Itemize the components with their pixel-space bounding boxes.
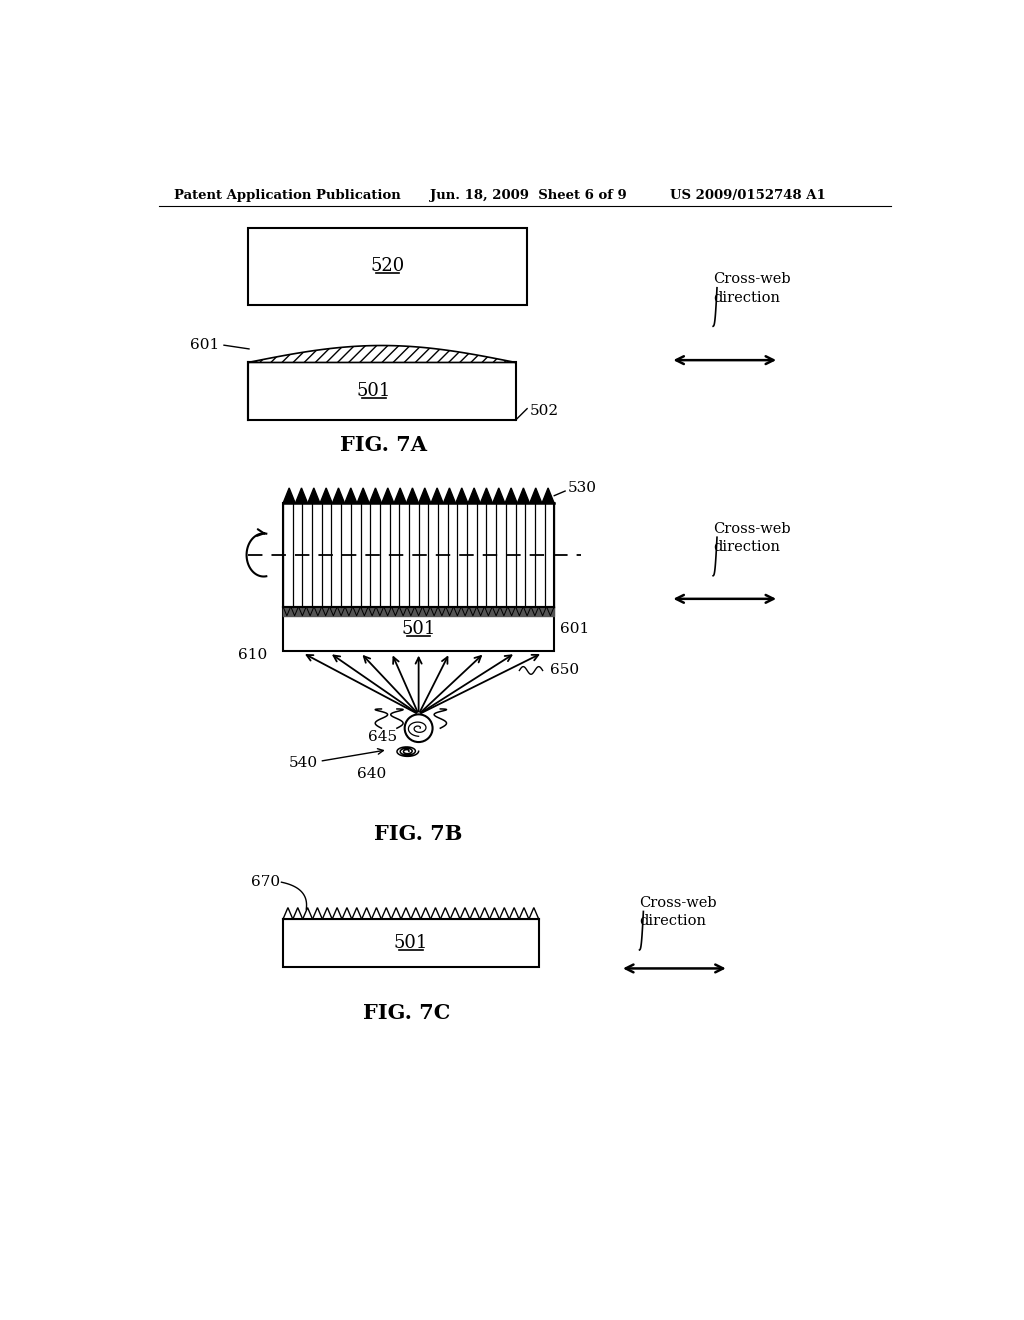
Polygon shape	[480, 488, 493, 503]
Text: 530: 530	[567, 480, 596, 495]
Text: FIG. 7A: FIG. 7A	[340, 434, 427, 455]
Polygon shape	[500, 908, 509, 919]
Polygon shape	[489, 908, 500, 919]
Polygon shape	[332, 908, 342, 919]
Bar	[248, 227, 527, 305]
Polygon shape	[407, 488, 419, 503]
Text: Cross-web
direction: Cross-web direction	[640, 896, 717, 928]
Text: US 2009/0152748 A1: US 2009/0152748 A1	[671, 189, 826, 202]
Polygon shape	[345, 488, 357, 503]
Polygon shape	[479, 908, 489, 919]
Polygon shape	[357, 488, 370, 503]
Polygon shape	[370, 488, 382, 503]
Polygon shape	[460, 908, 470, 919]
Polygon shape	[295, 488, 307, 503]
Polygon shape	[451, 908, 460, 919]
Text: FIG. 7C: FIG. 7C	[364, 1003, 451, 1023]
Polygon shape	[312, 908, 323, 919]
Polygon shape	[468, 488, 480, 503]
Polygon shape	[456, 488, 468, 503]
Text: 501: 501	[401, 620, 436, 638]
Polygon shape	[381, 908, 391, 919]
Polygon shape	[391, 908, 401, 919]
Text: 601: 601	[560, 622, 590, 636]
Polygon shape	[529, 488, 542, 503]
Polygon shape	[493, 488, 505, 503]
Text: 502: 502	[529, 404, 558, 418]
Text: 670: 670	[251, 875, 280, 890]
Text: Cross-web
direction: Cross-web direction	[713, 272, 791, 305]
Text: 520: 520	[371, 257, 404, 275]
Bar	[248, 363, 515, 420]
Polygon shape	[505, 488, 517, 503]
Bar	[283, 607, 554, 651]
Polygon shape	[517, 488, 529, 503]
Text: 610: 610	[239, 648, 267, 663]
Polygon shape	[542, 488, 554, 503]
Bar	[283, 919, 539, 966]
Text: Jun. 18, 2009  Sheet 6 of 9: Jun. 18, 2009 Sheet 6 of 9	[430, 189, 627, 202]
Polygon shape	[382, 488, 394, 503]
Text: 601: 601	[190, 338, 219, 351]
Polygon shape	[342, 908, 352, 919]
Polygon shape	[419, 488, 431, 503]
Polygon shape	[248, 346, 515, 363]
Polygon shape	[519, 908, 529, 919]
Polygon shape	[372, 908, 381, 919]
Polygon shape	[440, 908, 451, 919]
Polygon shape	[431, 488, 443, 503]
Polygon shape	[293, 908, 303, 919]
Polygon shape	[430, 908, 440, 919]
Polygon shape	[323, 908, 332, 919]
Text: 645: 645	[369, 730, 397, 744]
Circle shape	[404, 714, 432, 742]
Polygon shape	[509, 908, 519, 919]
Polygon shape	[401, 908, 411, 919]
Text: 501: 501	[357, 383, 391, 400]
Polygon shape	[283, 908, 293, 919]
Polygon shape	[470, 908, 479, 919]
Text: FIG. 7B: FIG. 7B	[375, 825, 463, 845]
Polygon shape	[303, 908, 312, 919]
Polygon shape	[443, 488, 456, 503]
Text: 650: 650	[550, 664, 580, 677]
Polygon shape	[283, 488, 295, 503]
Polygon shape	[361, 908, 372, 919]
Text: 540: 540	[289, 756, 317, 770]
Polygon shape	[319, 488, 333, 503]
Text: 640: 640	[356, 767, 386, 781]
Text: Cross-web
direction: Cross-web direction	[713, 521, 791, 554]
Polygon shape	[352, 908, 361, 919]
Polygon shape	[421, 908, 430, 919]
Polygon shape	[411, 908, 421, 919]
Polygon shape	[307, 488, 319, 503]
Text: 501: 501	[393, 935, 428, 952]
Polygon shape	[333, 488, 345, 503]
Polygon shape	[394, 488, 407, 503]
Polygon shape	[529, 908, 539, 919]
Text: Patent Application Publication: Patent Application Publication	[174, 189, 401, 202]
